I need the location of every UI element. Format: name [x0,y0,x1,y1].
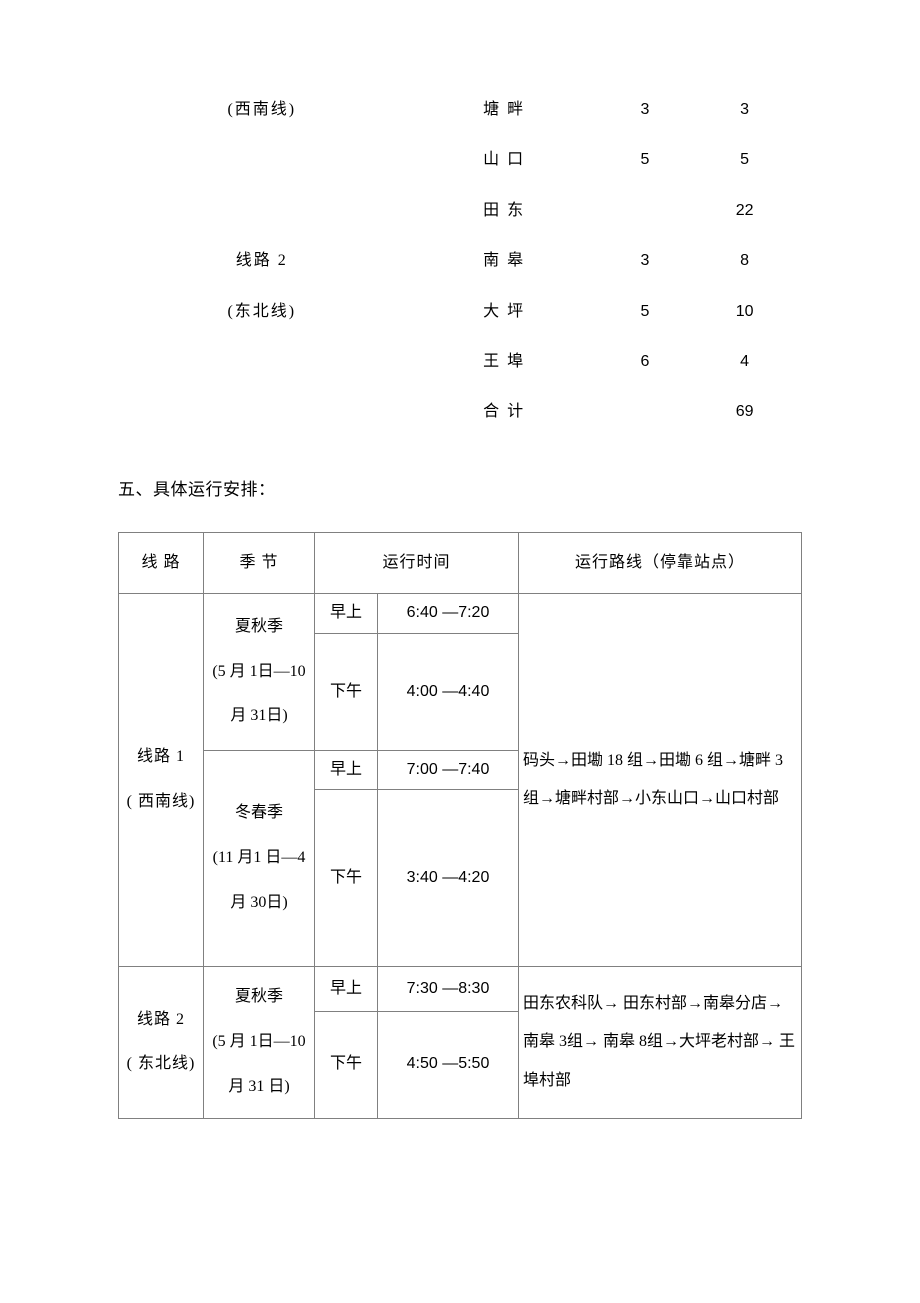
value-cell [603,387,688,437]
route-name: 线路 2 ( 东北线) [119,967,204,1118]
table-row: 线路 1 ( 西南线) 夏秋季 (5 月 1日—10月 31日) 早上 6:40… [119,594,802,633]
value-cell: 10 [687,287,802,337]
value-cell: 5 [603,135,688,185]
stop-cell: 塘 畔 [406,85,603,135]
route-name-text: 线路 1 ( 西南线) [127,748,196,810]
stop-cell: 田 东 [406,186,603,236]
season-text: 夏秋季 (5 月 1日—10月 31 日) [212,988,305,1095]
stop-cell: 南 皋 [406,236,603,286]
time-of-day: 下午 [315,633,378,750]
route-cell: (西南线) [118,85,406,135]
season-label: 夏秋季 (5 月 1日—10月 31 日) [204,967,315,1118]
time-range: 4:50 —5:50 [378,1011,519,1118]
table-row: 王 埠 6 4 [118,337,802,387]
table-row: 田 东 22 [118,186,802,236]
table-row: 合 计 69 [118,387,802,437]
route-cell [118,387,406,437]
schedule-table: 线 路 季 节 运行时间 运行路线（停靠站点） 线路 1 ( 西南线) 夏秋季 … [118,532,802,1119]
value-cell: 3 [603,236,688,286]
route-name-text: 线路 2 ( 东北线) [127,1011,196,1073]
value-cell: 6 [603,337,688,387]
time-range: 3:40 —4:20 [378,790,519,967]
stops-table-body: (西南线) 塘 畔 3 3 山 口 5 5 田 东 22 线路 2 南 皋 3 … [118,85,802,438]
route-path: 田东农科队→ 田东村部→南皋分店→ 南皋 3组→ 南皋 8组→大坪老村部→ 王埠… [519,967,802,1118]
col-route: 线 路 [119,532,204,594]
value-cell: 8 [687,236,802,286]
col-path: 运行路线（停靠站点） [519,532,802,594]
time-of-day: 早上 [315,594,378,633]
table-row: 山 口 5 5 [118,135,802,185]
stop-cell: 合 计 [406,387,603,437]
stop-cell: 大 坪 [406,287,603,337]
route-cell [118,186,406,236]
route-cell: 线路 2 [118,236,406,286]
route-name: 线路 1 ( 西南线) [119,594,204,967]
season-label: 冬春季 (11 月1 日—4月 30日) [204,750,315,966]
col-season: 季 节 [204,532,315,594]
value-cell: 22 [687,186,802,236]
col-runtime: 运行时间 [315,532,519,594]
route-cell [118,337,406,387]
season-text: 冬春季 (11 月1 日—4月 30日) [213,804,306,911]
value-cell: 5 [687,135,802,185]
value-cell: 5 [603,287,688,337]
time-range: 7:30 —8:30 [378,967,519,1011]
table-row: 线路 2 ( 东北线) 夏秋季 (5 月 1日—10月 31 日) 早上 7:3… [119,967,802,1011]
value-cell: 3 [603,85,688,135]
time-of-day: 早上 [315,967,378,1011]
table-header-row: 线 路 季 节 运行时间 运行路线（停靠站点） [119,532,802,594]
table-row: (西南线) 塘 畔 3 3 [118,85,802,135]
route-cell: (东北线) [118,287,406,337]
table-row: 线路 2 南 皋 3 8 [118,236,802,286]
value-cell: 4 [687,337,802,387]
value-cell: 69 [687,387,802,437]
stop-cell: 山 口 [406,135,603,185]
route-path: 码头→田墈 18 组→田墈 6 组→塘畔 3 组→塘畔村部→小东山口→山口村部 [519,594,802,967]
stop-cell: 王 埠 [406,337,603,387]
value-cell: 3 [687,85,802,135]
time-range: 4:00 —4:40 [378,633,519,750]
section-title: 五、具体运行安排： [118,478,802,502]
time-of-day: 早上 [315,750,378,789]
value-cell [603,186,688,236]
table-row: (东北线) 大 坪 5 10 [118,287,802,337]
time-of-day: 下午 [315,790,378,967]
stops-table: (西南线) 塘 畔 3 3 山 口 5 5 田 东 22 线路 2 南 皋 3 … [118,85,802,438]
season-text: 夏秋季 (5 月 1日—10月 31日) [212,618,305,725]
season-label: 夏秋季 (5 月 1日—10月 31日) [204,594,315,750]
route-cell [118,135,406,185]
time-range: 6:40 —7:20 [378,594,519,633]
time-of-day: 下午 [315,1011,378,1118]
time-range: 7:00 —7:40 [378,750,519,789]
